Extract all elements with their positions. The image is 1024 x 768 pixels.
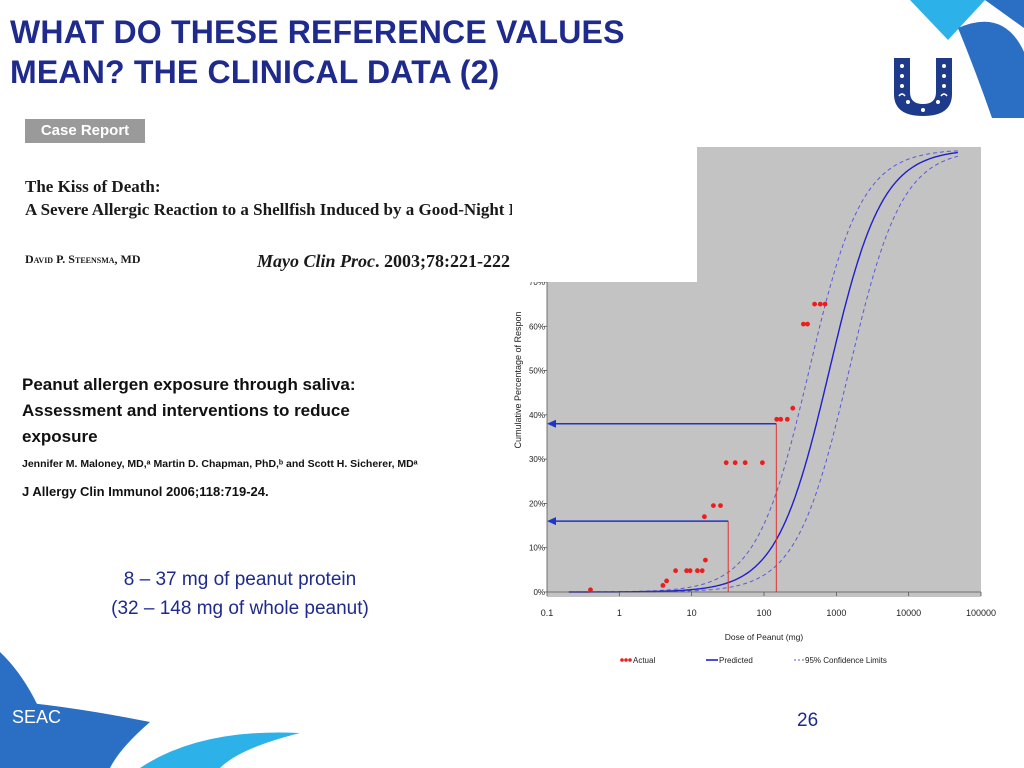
x-tick-label-3: 10 (687, 608, 697, 618)
y-axis-label: Cumulative Percentage of Respon (513, 311, 523, 448)
data-point-21 (801, 321, 806, 327)
x-tick-label-4: 100 (756, 608, 771, 618)
dose-note: 8 – 37 mg of peanut protein (32 – 148 mg… (60, 565, 420, 623)
data-point-15 (742, 460, 748, 466)
data-point-18 (778, 416, 784, 422)
data-point-4 (673, 568, 678, 574)
footer-seac: SEAC (12, 707, 62, 727)
legend-actual-marker-1 (620, 658, 624, 662)
data-point-5 (684, 568, 689, 574)
x-axis-label: Dose of Peanut (mg) (725, 632, 804, 642)
y-tick-label-8: 70% (529, 278, 545, 287)
slide-title-line-2: MEAN? THE CLINICAL DATA (2) (10, 54, 500, 90)
data-point-14 (732, 460, 738, 466)
y-tick-label-2: 10% (529, 544, 545, 553)
data-point-20 (790, 405, 796, 411)
data-point-13 (723, 460, 729, 466)
data-point-24 (817, 301, 823, 307)
data-point-17 (774, 416, 780, 422)
data-point-6 (687, 568, 693, 574)
paper1-journal-citation: . 2003;78:221-222 (375, 251, 510, 271)
legend-label-confidence: 95% Confidence Limits (805, 656, 887, 665)
paper2-title-line-1: Peanut allergen exposure through saliva: (22, 375, 356, 394)
slide-title: WHAT DO THESE REFERENCE VALUES MEAN? THE… (10, 12, 790, 92)
paper2-journal: J Allergy Clin Immunol 2006;118:719-24. (22, 484, 269, 499)
page-number: 26 (797, 710, 819, 731)
data-point-8 (699, 568, 705, 574)
x-tick-label-6: 10000 (896, 608, 921, 618)
paper1-title-line-1: The Kiss of Death: (25, 177, 161, 196)
unilever-u-logo (894, 58, 952, 116)
dose-note-line-1: 8 – 37 mg of peanut protein (123, 569, 357, 590)
reference-arrowhead-2 (547, 419, 556, 428)
y-tick-label-1: 0% (533, 588, 545, 597)
data-point-11 (711, 503, 716, 508)
data-point-12 (718, 503, 723, 508)
legend-actual-marker-3 (628, 658, 632, 662)
y-tick-label-4: 30% (529, 455, 545, 464)
data-point-7 (695, 568, 700, 574)
legend-label-actual: Actual (633, 656, 655, 665)
x-tick-label-1: 0.1 (541, 608, 554, 618)
x-tick-label-5: 1000 (826, 608, 846, 618)
data-point-22 (805, 321, 810, 327)
dose-note-line-2: (32 – 148 mg of whole peanut) (111, 598, 369, 619)
paper2-authors: Jennifer M. Maloney, MD,ᵃ Martin D. Chap… (22, 458, 418, 470)
paper2-title-line-2: Assessment and interventions to reduce (22, 401, 350, 420)
slide-title-line-1: WHAT DO THESE REFERENCE VALUES (10, 14, 625, 50)
legend-label-predicted: Predicted (719, 656, 753, 665)
case-report-label: Case Report (25, 119, 145, 143)
x-tick-label-7: 100000 (966, 608, 996, 618)
legend-actual-marker-2 (624, 658, 628, 662)
chart-legend: Actual Predicted 95% Confidence Limits (620, 656, 887, 665)
data-point-3 (664, 578, 669, 584)
paper1-title: The Kiss of Death: A Severe Allergic Rea… (25, 175, 540, 221)
data-point-2 (660, 583, 666, 588)
paper1-journal-name: Mayo Clin Proc (257, 251, 376, 271)
data-point-1 (588, 587, 593, 593)
y-tick-label-6: 50% (529, 367, 545, 376)
paper1-author: David P. Steensma, MD (25, 252, 141, 266)
chart-overlap-mask (512, 147, 697, 282)
data-point-16 (760, 460, 765, 466)
data-point-10 (702, 514, 707, 520)
y-tick-label-3: 20% (529, 499, 545, 508)
paper2-title: Peanut allergen exposure through saliva:… (22, 372, 355, 450)
y-tick-label-7: 60% (529, 322, 545, 331)
y-tick-label-5: 40% (529, 411, 545, 420)
data-point-19 (784, 416, 790, 422)
data-point-25 (822, 301, 828, 307)
data-point-9 (703, 557, 708, 563)
reference-arrowhead-1 (547, 517, 556, 526)
data-point-23 (812, 301, 817, 307)
paper1-title-line-2: A Severe Allergic Reaction to a Shellfis… (25, 200, 540, 219)
x-tick-label-2: 1 (617, 608, 622, 618)
paper1-journal: Mayo Clin Proc. 2003;78:221-222 (257, 251, 510, 272)
paper2-title-line-3: exposure (22, 427, 98, 446)
